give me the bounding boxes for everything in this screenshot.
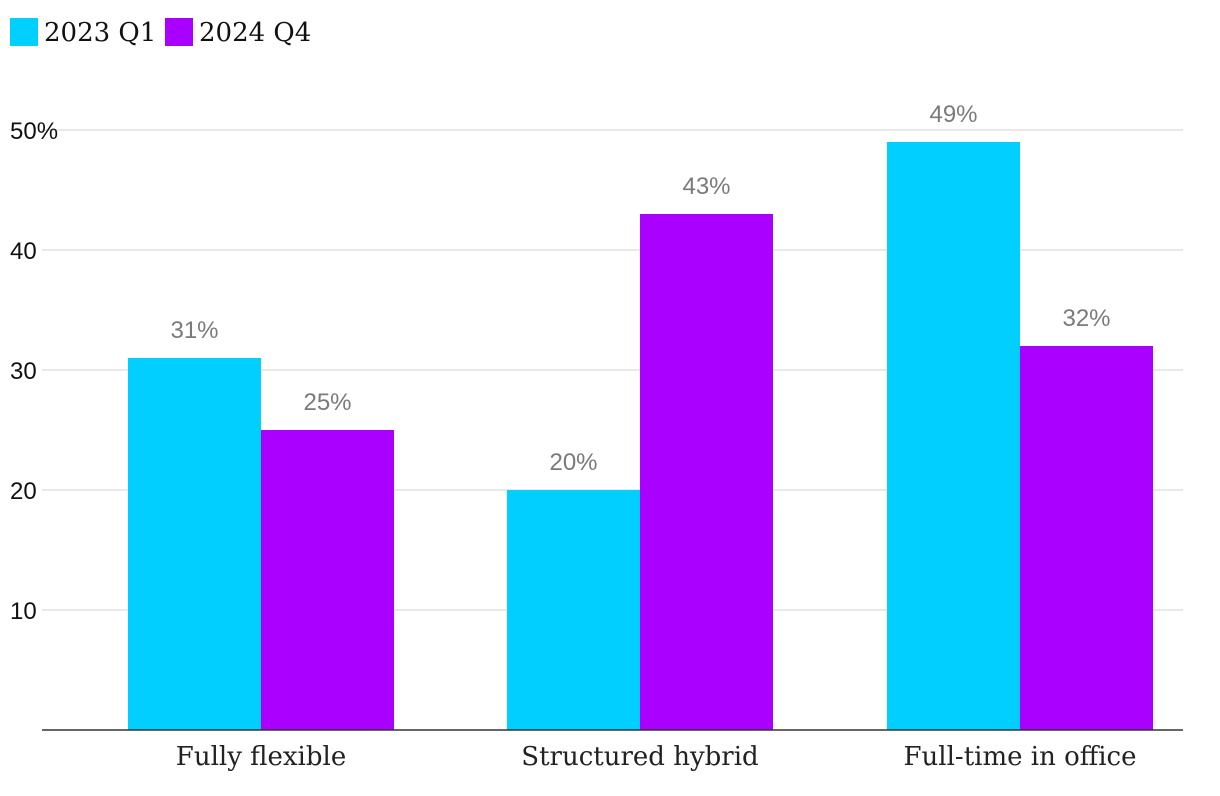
y-tick-label: 20 [10,478,37,505]
bar-1-3 [887,142,1020,730]
bars [128,142,1153,730]
legend-label: 2024 Q4 [199,18,311,48]
bar-1-1 [128,358,261,730]
data-label: 31% [170,317,218,344]
x-category-label: Fully flexible [176,742,346,772]
data-label: 49% [929,101,977,128]
legend-label: 2023 Q1 [44,18,156,48]
y-tick-label: 10 [10,598,37,625]
legend-swatch [165,18,193,46]
data-labels: 31% 25% 20% 43% 49% 32% [170,101,1110,476]
y-tick-label: 40 [10,238,37,265]
y-axis-ticks: 10 20 30 40 50% [10,118,58,625]
legend-item-2: 2024 Q4 [165,18,311,48]
legend-item-1: 2023 Q1 [10,18,156,48]
data-label: 43% [682,173,730,200]
x-category-label: Full-time in office [904,742,1137,772]
y-tick-label: 50% [10,118,58,145]
y-tick-label: 30 [10,358,37,385]
legend-swatch [10,18,38,46]
data-label: 20% [549,449,597,476]
bar-2-3 [1020,346,1153,730]
data-label: 32% [1062,305,1110,332]
legend: 2023 Q1 2024 Q4 [10,18,311,48]
bar-1-2 [507,490,640,730]
x-category-label: Structured hybrid [521,742,758,772]
x-axis-categories: Fully flexible Structured hybrid Full-time… [176,742,1137,772]
bar-2-2 [640,214,773,730]
bar-2-1 [261,430,394,730]
data-label: 25% [303,389,351,416]
